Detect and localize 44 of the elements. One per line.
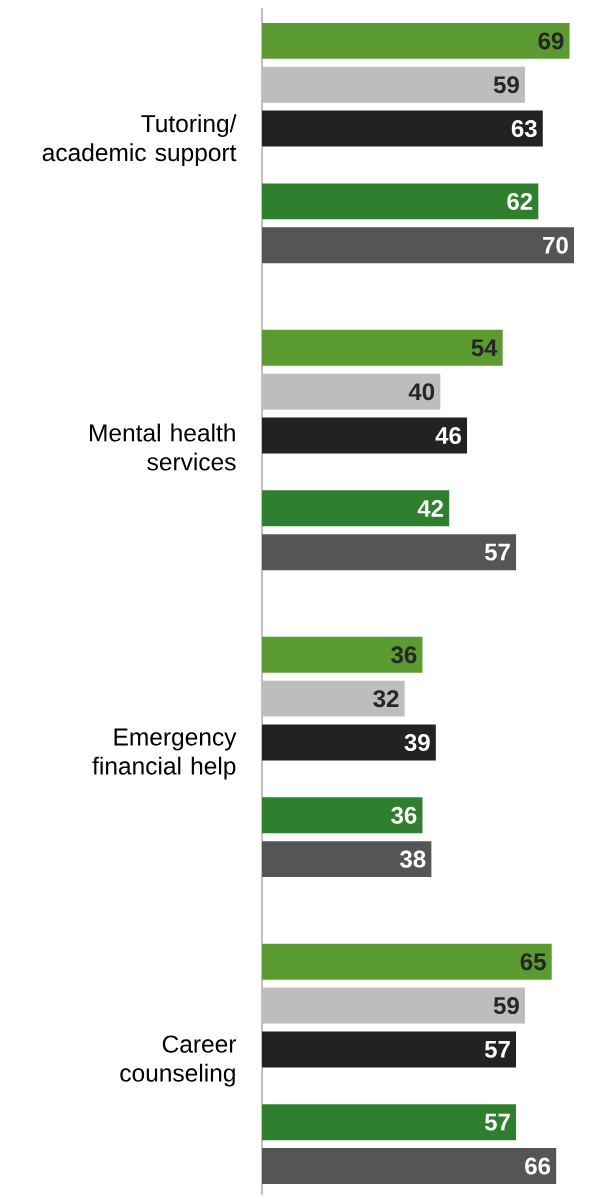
data-label: 70 bbox=[543, 236, 568, 254]
y-tick-label: Mental health services bbox=[90, 423, 236, 471]
data-label: 38 bbox=[400, 850, 426, 868]
data-label: 63 bbox=[511, 120, 537, 138]
bar bbox=[262, 490, 450, 527]
bar bbox=[262, 373, 441, 410]
bar bbox=[262, 1148, 557, 1185]
data-label: 36 bbox=[391, 806, 417, 824]
y-tick-label: Career counseling bbox=[120, 1035, 237, 1087]
data-label: 66 bbox=[525, 1157, 551, 1175]
data-label: 57 bbox=[484, 1113, 510, 1131]
data-label: 69 bbox=[538, 32, 564, 50]
data-label: 36 bbox=[391, 646, 417, 664]
bar bbox=[262, 329, 503, 366]
bar bbox=[262, 227, 574, 264]
data-label: 40 bbox=[408, 383, 435, 401]
bar bbox=[262, 1031, 517, 1068]
data-label: 62 bbox=[507, 192, 533, 210]
data-label: 54 bbox=[471, 339, 498, 357]
bar bbox=[262, 534, 517, 571]
bar bbox=[262, 66, 525, 103]
data-label: 59 bbox=[493, 997, 519, 1015]
bar bbox=[262, 110, 543, 147]
bar bbox=[262, 841, 432, 878]
bar bbox=[262, 943, 552, 980]
bar bbox=[262, 183, 539, 220]
data-label: 32 bbox=[373, 690, 399, 708]
y-tick-label: Tutoring/ academic support bbox=[42, 114, 237, 167]
bar bbox=[262, 22, 570, 59]
data-label: 39 bbox=[404, 733, 430, 751]
data-label: 65 bbox=[520, 953, 546, 971]
bar bbox=[262, 1104, 517, 1141]
bar bbox=[262, 797, 423, 834]
data-label: 46 bbox=[435, 427, 461, 445]
bar bbox=[262, 636, 423, 673]
data-label: 42 bbox=[417, 499, 444, 517]
bar bbox=[262, 987, 525, 1024]
data-label: 59 bbox=[493, 76, 519, 94]
data-label: 57 bbox=[484, 1041, 510, 1058]
y-tick-label: Emergency financial help bbox=[92, 728, 237, 780]
data-label: 57 bbox=[484, 543, 510, 561]
bar bbox=[262, 680, 405, 717]
bar bbox=[262, 417, 468, 454]
bar bbox=[262, 724, 436, 761]
